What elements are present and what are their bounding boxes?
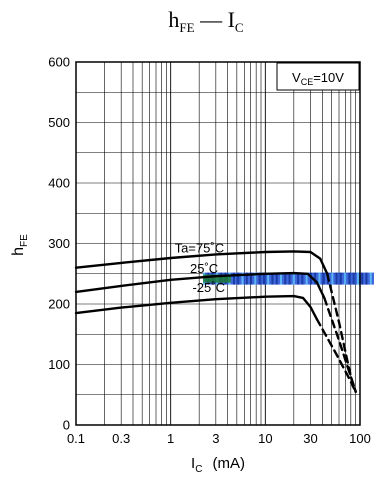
- plot-frame: [75, 61, 361, 426]
- series-line-1: [74, 271, 326, 300]
- artifact-stripe: [318, 272, 321, 285]
- artifact-stripe: [331, 272, 334, 285]
- y-tick-label: 100: [48, 357, 70, 372]
- artifact-stripe: [365, 272, 368, 285]
- x-tick-label: 10: [258, 431, 272, 446]
- artifact-stripe: [344, 272, 347, 285]
- x-tick-label: 3: [212, 431, 219, 446]
- series-labels: Ta=75˚C 25˚C -25˚C: [175, 241, 225, 295]
- y-tick-label: 0: [63, 418, 70, 433]
- artifact-stripe: [314, 272, 317, 285]
- series-dashed-2: [315, 317, 357, 393]
- artifact-stripe: [361, 272, 364, 285]
- artifact-stripe: [258, 272, 261, 285]
- y-tick-label: 200: [48, 297, 70, 312]
- x-tick-label: 1: [167, 431, 174, 446]
- artifact-stripe: [284, 272, 287, 285]
- artifact-stripe: [262, 272, 265, 285]
- artifact-stripe: [254, 272, 257, 285]
- grid-lines: [76, 62, 360, 425]
- artifact-stripe: [237, 272, 240, 285]
- y-tick-label: 500: [48, 115, 70, 130]
- artifact-stripe: [267, 272, 270, 285]
- series-label-2: -25˚C: [192, 280, 225, 295]
- artifact-stripe: [356, 272, 359, 285]
- x-tick-label: 100: [349, 431, 371, 446]
- series-line-0: [74, 250, 329, 275]
- artifact-stripe: [309, 272, 312, 285]
- chart-title: hFE — IC: [168, 7, 243, 35]
- condition-label: VCE=10V: [292, 70, 344, 87]
- series-label-0: Ta=75˚C: [175, 241, 225, 256]
- artifact-stripe: [348, 272, 351, 285]
- series-group: [74, 250, 357, 393]
- artifact-stripe: [275, 272, 278, 285]
- y-tick-label: 400: [48, 176, 70, 191]
- artifact-stripe: [232, 272, 235, 285]
- artifact-stripe: [335, 272, 338, 285]
- artifact-stripe: [271, 272, 274, 285]
- artifact-stripe: [245, 272, 248, 285]
- x-tick-label: 30: [303, 431, 317, 446]
- artifact-stripe: [352, 272, 355, 285]
- artifact-stripe: [297, 272, 300, 285]
- artifact-stripe: [305, 272, 308, 285]
- y-tick-labels: 0 100 200 300 400 500 600: [48, 55, 70, 433]
- artifact-stripe: [322, 272, 325, 285]
- x-axis-label: IC (mA): [191, 455, 245, 475]
- artifact-stripe: [369, 272, 372, 285]
- x-tick-label: 0.1: [67, 431, 85, 446]
- series-line-2: [74, 294, 318, 321]
- y-tick-label: 600: [48, 55, 70, 70]
- artifact-stripe: [292, 272, 295, 285]
- artifact-stripe: [301, 272, 304, 285]
- artifact-stripe: [288, 272, 291, 285]
- y-tick-label: 300: [48, 236, 70, 251]
- x-tick-labels: 0.1 0.3 1 3 10 30 100: [67, 431, 371, 446]
- y-axis-label: hFE: [10, 234, 30, 256]
- artifact-stripe: [339, 272, 342, 285]
- condition-box: [276, 62, 360, 91]
- artifact-stripe: [279, 272, 282, 285]
- series-label-1: 25˚C: [190, 261, 218, 276]
- artifact-green: [203, 274, 232, 283]
- artifact-stripe: [250, 272, 253, 285]
- artifact-stripe: [241, 272, 244, 285]
- x-tick-label: 0.3: [112, 431, 130, 446]
